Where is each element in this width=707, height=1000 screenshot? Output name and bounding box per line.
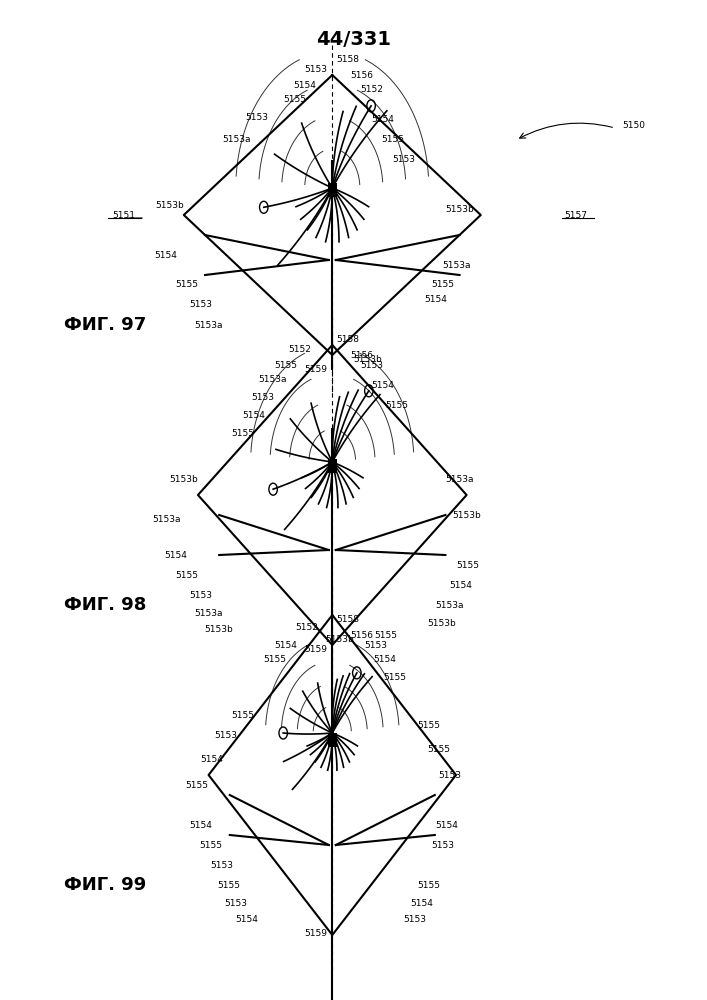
Text: ФИГ. 97: ФИГ. 97: [64, 316, 146, 334]
Text: 5156: 5156: [350, 351, 373, 360]
Text: 5153b: 5153b: [452, 510, 481, 520]
Text: 5155: 5155: [385, 400, 409, 410]
Text: 5157: 5157: [565, 211, 588, 220]
Text: 5154: 5154: [235, 914, 258, 924]
Text: 5150: 5150: [622, 120, 645, 129]
Text: 5153: 5153: [364, 641, 387, 650]
Text: ФИГ. 99: ФИГ. 99: [64, 876, 146, 894]
Text: 5153a: 5153a: [435, 600, 463, 609]
Text: 5153a: 5153a: [442, 260, 470, 269]
Text: 5153: 5153: [403, 914, 426, 924]
Text: 5159: 5159: [304, 646, 327, 654]
Text: 5153a: 5153a: [258, 375, 286, 384]
Text: 5154: 5154: [424, 295, 447, 304]
Text: 5153: 5153: [431, 840, 455, 850]
Text: 5155: 5155: [383, 672, 407, 682]
Text: 44/331: 44/331: [316, 30, 391, 49]
Text: 5153: 5153: [251, 392, 274, 401]
Text: 5155: 5155: [175, 570, 198, 580]
Text: 5153: 5153: [214, 730, 237, 740]
Text: 5159: 5159: [304, 928, 327, 938]
Bar: [328, 733, 337, 747]
Text: 5154: 5154: [371, 380, 394, 389]
Text: 5155: 5155: [428, 746, 451, 754]
Text: 5153: 5153: [224, 898, 247, 908]
Text: 5153b: 5153b: [325, 636, 354, 645]
Text: 5155: 5155: [456, 560, 479, 570]
Text: 5154: 5154: [189, 820, 212, 830]
Text: 5159: 5159: [304, 365, 327, 374]
Text: 5155: 5155: [263, 656, 286, 664]
Text: 5155: 5155: [175, 280, 198, 289]
Text: 5155: 5155: [283, 96, 306, 104]
Text: 5153b: 5153b: [428, 618, 457, 628]
Text: 5153: 5153: [189, 300, 212, 309]
Text: 5154: 5154: [200, 756, 223, 764]
Text: 5154: 5154: [371, 115, 394, 124]
Text: 5153: 5153: [361, 360, 384, 369]
Text: 5153b: 5153b: [204, 624, 233, 634]
Text: 5153b: 5153b: [354, 356, 382, 364]
Text: 5154: 5154: [243, 410, 265, 420]
Text: 5153a: 5153a: [194, 320, 223, 330]
Text: 5153: 5153: [304, 66, 327, 75]
Text: 5154: 5154: [154, 250, 177, 259]
Text: 5154: 5154: [449, 580, 472, 589]
Text: 5153a: 5153a: [445, 476, 474, 485]
Text: 5155: 5155: [431, 280, 455, 289]
Bar: [328, 459, 337, 473]
Text: 5152: 5152: [361, 86, 383, 95]
Text: 5155: 5155: [199, 840, 223, 850]
Text: 5156: 5156: [350, 70, 373, 80]
Text: 5154: 5154: [165, 550, 187, 560]
Text: 5152: 5152: [296, 622, 318, 632]
Text: 5153b: 5153b: [445, 206, 474, 215]
Text: 5155: 5155: [185, 780, 209, 790]
Text: 5153a: 5153a: [194, 608, 223, 617]
Text: 5155: 5155: [417, 720, 440, 730]
Text: 5151: 5151: [112, 211, 135, 220]
Text: 5158: 5158: [336, 615, 359, 624]
Bar: [328, 183, 337, 197]
Text: ФИГ. 98: ФИГ. 98: [64, 596, 146, 614]
Text: 5152: 5152: [288, 346, 311, 355]
Text: 5154: 5154: [435, 820, 457, 830]
Text: 5153: 5153: [438, 770, 462, 780]
Text: 5154: 5154: [274, 641, 297, 650]
Text: 5155: 5155: [417, 880, 440, 890]
Text: 5154: 5154: [410, 898, 433, 908]
Text: 5153: 5153: [210, 860, 233, 869]
Text: 5153a: 5153a: [152, 516, 180, 524]
Text: 5153: 5153: [392, 155, 416, 164]
Text: 5155: 5155: [231, 428, 255, 438]
Text: 5154: 5154: [373, 656, 396, 664]
Text: 5153: 5153: [189, 590, 212, 599]
Text: 5158: 5158: [336, 336, 359, 344]
Text: 5158: 5158: [336, 55, 359, 64]
Text: 5153b: 5153b: [169, 476, 198, 485]
Text: 5153b: 5153b: [155, 200, 184, 210]
Text: 5153a: 5153a: [223, 135, 251, 144]
Text: 5154: 5154: [293, 81, 316, 90]
Text: 5153: 5153: [245, 112, 269, 121]
Text: 5155: 5155: [382, 135, 405, 144]
Text: 5155: 5155: [217, 880, 240, 890]
Text: 5155: 5155: [231, 710, 255, 719]
Text: 5155: 5155: [375, 631, 398, 640]
Text: 5156: 5156: [350, 631, 373, 640]
Text: 5155: 5155: [274, 360, 297, 369]
